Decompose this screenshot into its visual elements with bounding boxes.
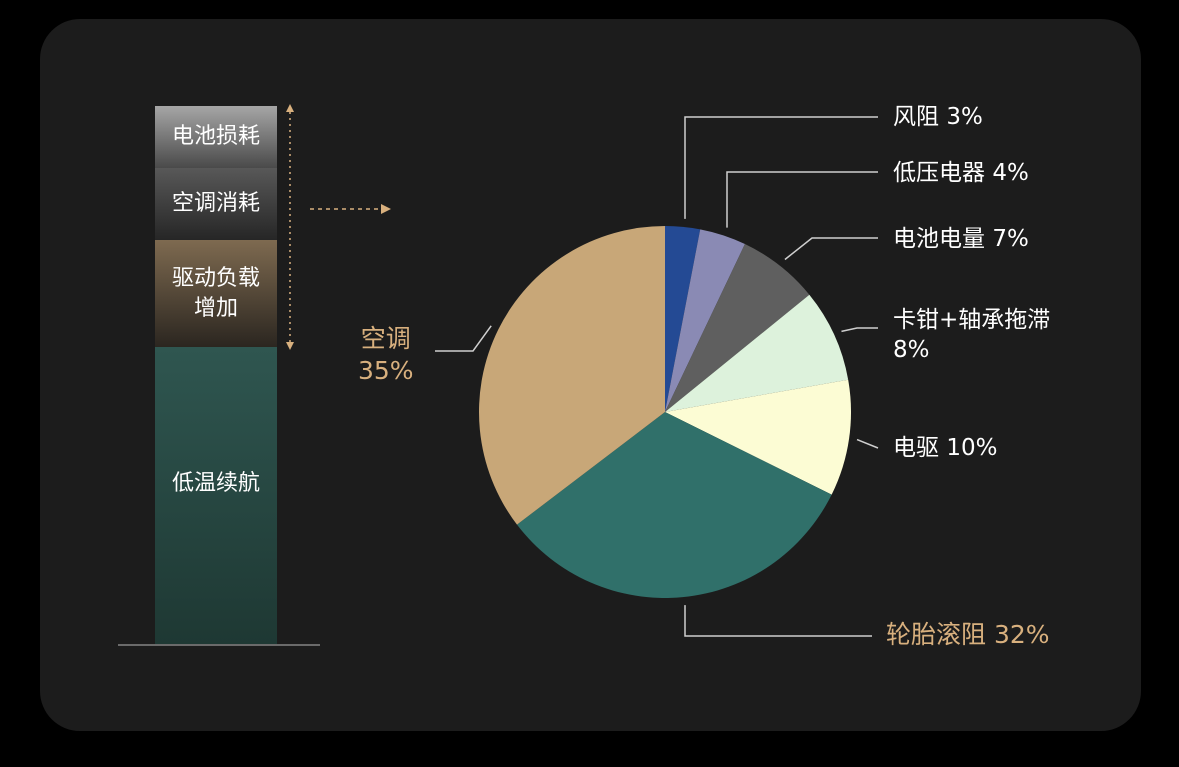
stack-baseline xyxy=(118,644,320,646)
slice-label-low-voltage: 低压电器 4% xyxy=(893,158,1029,188)
pie-slice xyxy=(665,244,810,412)
leader-line xyxy=(841,327,878,333)
leader-line xyxy=(726,171,878,228)
stack-segment-low-temp-range: 低温续航 xyxy=(155,347,277,645)
bracket-arrow xyxy=(286,104,294,350)
slice-value: 10% xyxy=(946,435,998,461)
pie-slice xyxy=(665,379,852,495)
pie-slice xyxy=(516,412,832,599)
slice-name: 轮胎滚阻 xyxy=(886,620,987,649)
slice-name: 电池电量 xyxy=(893,226,985,252)
slice-label-tire-rolling: 轮胎滚阻 32% xyxy=(886,620,1050,650)
stack-segment-label: 空调消耗 xyxy=(171,191,260,216)
slice-label-wind-resistance: 风阻 3% xyxy=(893,102,983,132)
slice-value: 3% xyxy=(946,104,983,130)
slice-name: 风阻 xyxy=(893,104,939,130)
slice-name: 低压电器 xyxy=(893,160,985,186)
pie-slice xyxy=(665,226,701,412)
stack-segment-label: 电池损耗 xyxy=(171,124,260,149)
slice-label-battery-charge: 电池电量 7% xyxy=(893,224,1029,254)
slice-name: 卡钳+轴承拖滞 xyxy=(893,307,1051,333)
stack-segment-label: 驱动负载 增加 xyxy=(171,265,260,321)
stack-segment-drive-load: 驱动负载 增加 xyxy=(155,240,277,347)
slice-name: 电驱 xyxy=(893,435,939,461)
pie-slice xyxy=(665,294,849,412)
slice-value: 4% xyxy=(992,160,1029,186)
slice-label-motor-drive: 电驱 10% xyxy=(893,433,997,463)
slice-value: 8% xyxy=(893,337,930,363)
pie-slices xyxy=(478,226,852,599)
leader-line xyxy=(684,605,872,637)
stack-segment-ac-consumption: 空调消耗 xyxy=(155,168,277,240)
leader-line xyxy=(435,325,492,352)
pie-slice xyxy=(478,226,665,525)
slice-value: 35% xyxy=(358,356,414,385)
stack-segment-battery-loss: 电池损耗 xyxy=(155,106,277,168)
slice-label-air-conditioning: 空调 35% xyxy=(358,323,414,387)
slice-value: 7% xyxy=(992,226,1029,252)
slice-name: 空调 xyxy=(360,324,411,353)
slice-value: 32% xyxy=(993,620,1050,649)
leader-line xyxy=(684,116,878,219)
leader-lines xyxy=(435,116,879,637)
pointer-arrow xyxy=(310,204,391,214)
pie-slice xyxy=(665,229,745,412)
stack-segment-label: 低温续航 xyxy=(171,471,260,496)
leader-line xyxy=(856,438,879,449)
slice-label-caliper-bearing-drag: 卡钳+轴承拖滞 8% xyxy=(893,305,1050,365)
leader-line xyxy=(784,237,878,261)
